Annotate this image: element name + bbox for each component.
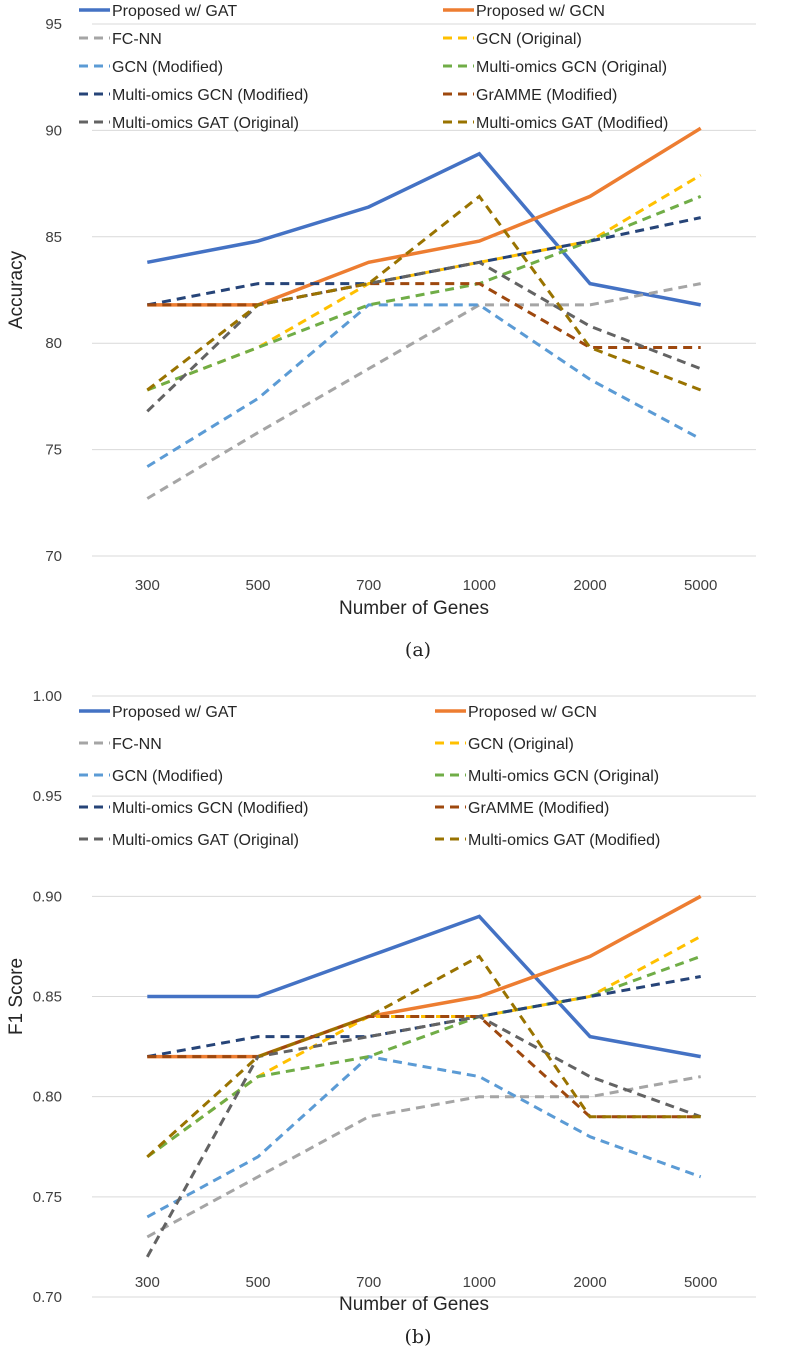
y-axis-title: Accuracy: [6, 250, 27, 329]
series-line-multi-omics-gcn-original: [146, 195, 702, 392]
legend-item: Proposed w/ GCN: [443, 3, 605, 20]
series-line-multi-omics-gcn-modified: [147, 216, 702, 307]
series-line-proposed-w-gat: [146, 151, 702, 307]
legend-item: Proposed w/ GCN: [435, 704, 597, 721]
legend-label: FC-NN: [112, 31, 162, 48]
y-tick-label: 80: [45, 335, 62, 352]
legend-item: Multi-omics GAT (Modified): [435, 832, 660, 849]
panel-caption: (a): [405, 639, 431, 661]
series-line-gcn-modified: [146, 303, 702, 468]
x-tick-label: 5000: [684, 1274, 717, 1291]
x-tick-label: 1000: [463, 1274, 496, 1291]
legend-item: Multi-omics GCN (Modified): [79, 87, 308, 104]
legend-label: Multi-omics GAT (Modified): [468, 832, 660, 849]
y-tick-label: 85: [45, 229, 62, 246]
legend-label: Multi-omics GCN (Modified): [112, 800, 308, 817]
x-tick-label: 300: [135, 1274, 160, 1291]
y-tick-label: 0.80: [33, 1089, 62, 1106]
legend-item: GCN (Original): [443, 31, 582, 48]
legend-label: Multi-omics GCN (Original): [476, 59, 667, 76]
legend-item: Multi-omics GCN (Modified): [79, 800, 308, 817]
legend-label: Multi-omics GAT (Modified): [476, 115, 668, 132]
legend-item: GCN (Modified): [79, 768, 223, 785]
legend-label: Proposed w/ GCN: [476, 3, 605, 20]
legend-item: GrAMME (Modified): [435, 800, 609, 817]
x-tick-label: 1000: [463, 577, 496, 594]
legend-label: GCN (Original): [468, 736, 574, 753]
x-tick-label: 2000: [573, 1274, 606, 1291]
x-tick-label: 700: [356, 1274, 381, 1291]
legend-label: GCN (Modified): [112, 768, 223, 785]
y-tick-label: 95: [45, 16, 62, 33]
series-line-multi-omics-gcn-original: [146, 954, 702, 1159]
legend-item: Multi-omics GAT (Original): [79, 115, 299, 132]
y-tick-label: 0.95: [33, 788, 62, 805]
series-line-proposed-w-gcn: [147, 894, 702, 1059]
legend-label: Proposed w/ GAT: [112, 3, 237, 20]
legend-item: Multi-omics GCN (Original): [443, 59, 667, 76]
legend-label: Proposed w/ GAT: [112, 704, 237, 721]
series-line-fc-nn: [146, 282, 701, 500]
y-tick-label: 90: [45, 122, 62, 139]
legend-item: Proposed w/ GAT: [79, 3, 237, 20]
legend-item: GCN (Modified): [79, 59, 223, 76]
series-line-gcn-original: [146, 935, 702, 1159]
series-line-multi-omics-gat-modified: [146, 954, 701, 1158]
y-tick-label: 1.00: [33, 688, 62, 705]
legend-label: GrAMME (Modified): [468, 800, 609, 817]
x-tick-label: 700: [356, 577, 381, 594]
legend-label: Multi-omics GCN (Modified): [112, 87, 308, 104]
legend-label: GCN (Modified): [112, 59, 223, 76]
legend-label: Multi-omics GCN (Original): [468, 768, 659, 785]
series-line-gramme-modified: [147, 282, 701, 349]
x-axis-title: Number of Genes: [339, 598, 489, 619]
series-line-multi-omics-gat-original: [146, 260, 702, 413]
legend-item: Proposed w/ GAT: [79, 704, 237, 721]
legend-item: FC-NN: [79, 31, 162, 48]
y-tick-label: 75: [45, 442, 62, 459]
legend-item: Multi-omics GAT (Original): [79, 832, 299, 849]
accuracy-chart: 70 75 80 85 90 95 300 500 700 1000 2000 5000 Number …: [6, 3, 756, 661]
series-line-multi-omics-gat-modified: [146, 194, 702, 392]
legend-item: Multi-omics GAT (Modified): [443, 115, 668, 132]
y-tick-label: 0.75: [33, 1189, 62, 1206]
series-line-gcn-modified: [146, 1054, 702, 1219]
legend-label: Multi-omics GAT (Original): [112, 832, 299, 849]
y-tick-label: 0.70: [33, 1289, 62, 1306]
y-tick-label: 0.90: [33, 888, 62, 905]
legend-item: FC-NN: [79, 736, 162, 753]
legend-item: Multi-omics GCN (Original): [435, 768, 659, 785]
series-line-multi-omics-gcn-modified: [147, 975, 701, 1059]
x-axis-title: Number of Genes: [339, 1294, 489, 1315]
x-tick-label: 300: [135, 577, 160, 594]
f1-score-chart: 0.70 0.75 0.80 0.85 0.90 0.95 1.00 300 500 700 100…: [6, 688, 756, 1348]
x-tick-label: 500: [245, 1274, 270, 1291]
series-line-gramme-modified: [147, 1015, 701, 1119]
y-tick-label: 0.85: [33, 989, 62, 1006]
legend-label: Multi-omics GAT (Original): [112, 115, 299, 132]
legend-label: GrAMME (Modified): [476, 87, 617, 104]
x-tick-label: 2000: [573, 577, 606, 594]
x-tick-label: 500: [245, 577, 270, 594]
panel-caption: (b): [405, 1326, 432, 1348]
series-line-proposed-w-gcn: [147, 126, 702, 307]
y-tick-label: 70: [45, 548, 62, 565]
series-line-proposed-w-gat: [147, 914, 702, 1059]
series-line-multi-omics-gat-original: [145, 1014, 702, 1258]
series-line-fc-nn: [146, 1075, 701, 1239]
x-tick-label: 5000: [684, 577, 717, 594]
y-axis-title: F1 Score: [6, 958, 27, 1035]
legend-label: FC-NN: [112, 736, 162, 753]
legend-item: GCN (Original): [435, 736, 574, 753]
legend-label: GCN (Original): [476, 31, 582, 48]
legend-item: GrAMME (Modified): [443, 87, 617, 104]
legend-label: Proposed w/ GCN: [468, 704, 597, 721]
